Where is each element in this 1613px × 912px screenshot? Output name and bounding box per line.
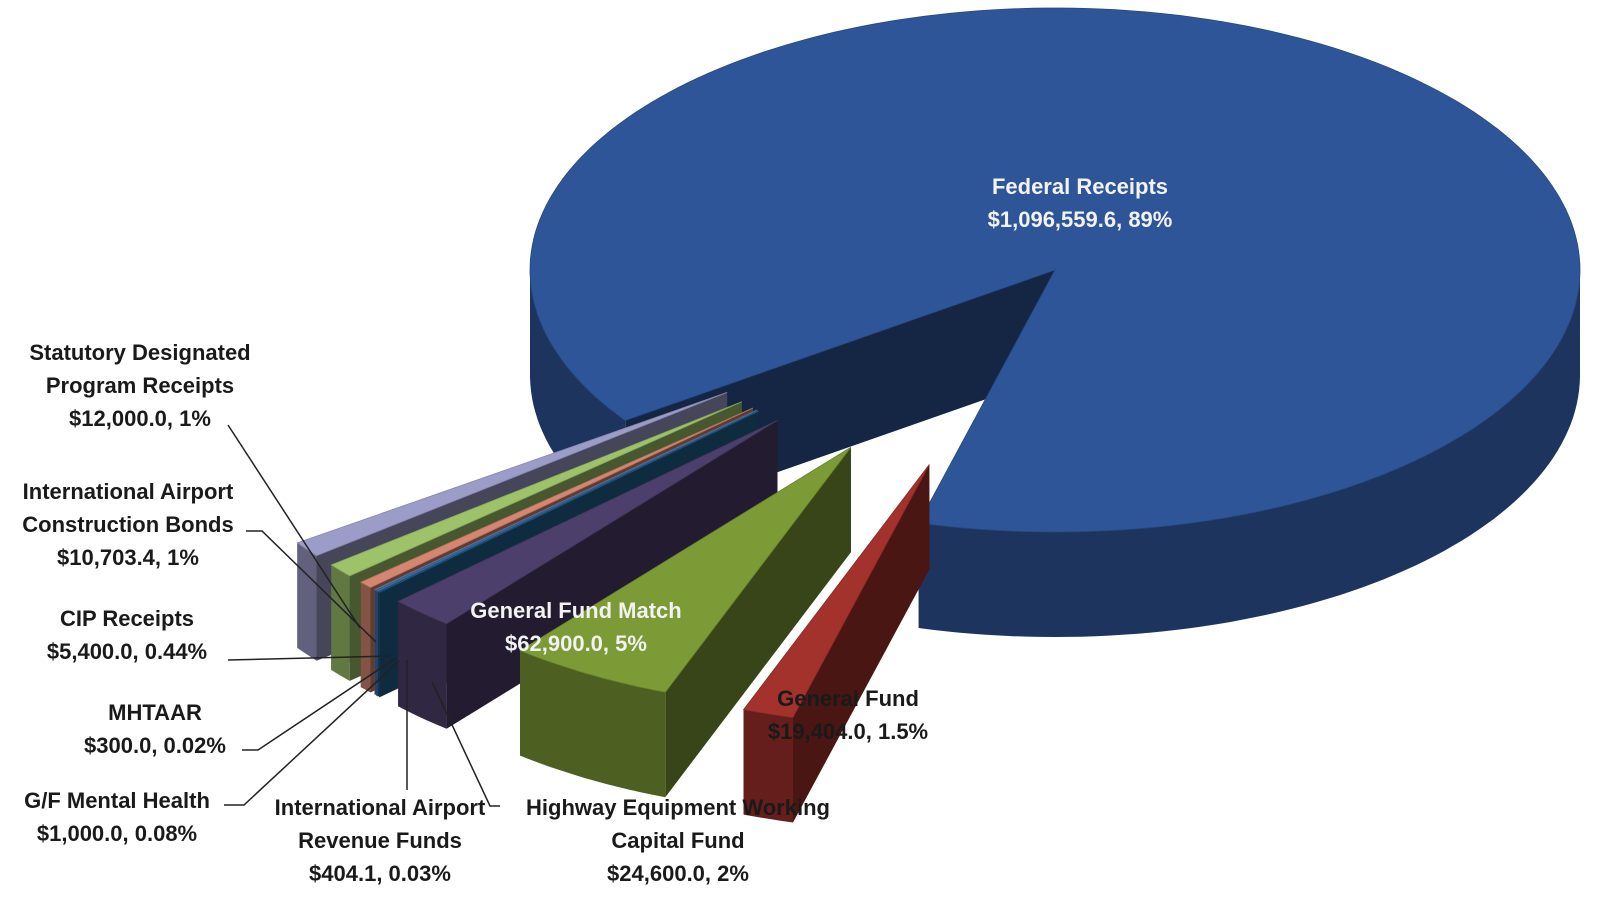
data-label: General Fund $19,404.0, 1.5% xyxy=(718,682,978,748)
slice xyxy=(529,7,1581,533)
data-label: Federal Receipts $1,096,559.6, 89% xyxy=(930,170,1230,236)
data-label: Statutory Designated Program Receipts $12… xyxy=(5,336,275,435)
value-label: $300.0, 0.02% xyxy=(84,733,226,758)
slice-side xyxy=(918,271,1580,637)
slice-side xyxy=(520,650,666,798)
leader-line xyxy=(224,660,400,806)
slice xyxy=(359,407,754,588)
category-label: General Fund Match xyxy=(470,598,682,623)
value-label: $62,900.0, 5% xyxy=(505,631,647,656)
slice-side xyxy=(398,420,778,707)
value-label: $1,000.0, 0.08% xyxy=(36,821,198,846)
slice xyxy=(742,464,930,718)
slice-side xyxy=(297,542,317,661)
value-label: $5,400.0, 0.44% xyxy=(46,639,208,664)
category-label: Statutory Designated Program Receipts xyxy=(29,340,251,398)
leader-line xyxy=(246,530,377,643)
category-label: General Fund xyxy=(777,686,919,711)
slice-side xyxy=(378,591,380,698)
category-label: CIP Receipts xyxy=(59,606,195,631)
slice-side xyxy=(360,582,371,693)
value-label: $404.1, 0.03% xyxy=(309,861,451,886)
data-label: International Airport Revenue Funds $404.… xyxy=(255,791,505,890)
category-label: G/F Mental Health xyxy=(24,788,210,813)
data-label: MHTAAR $300.0, 0.02% xyxy=(55,696,255,762)
slice xyxy=(519,446,852,693)
category-label: International Airport Revenue Funds xyxy=(274,795,486,853)
data-label: G/F Mental Health $1,000.0, 0.08% xyxy=(0,784,242,850)
category-label: MHTAAR xyxy=(108,700,202,725)
leader-line xyxy=(227,424,361,629)
slice xyxy=(330,401,742,577)
slice-side xyxy=(331,564,350,681)
slice xyxy=(374,409,758,591)
slice-side xyxy=(398,601,447,729)
value-label: $1,096,559.6, 89% xyxy=(987,207,1173,232)
data-label: CIP Receipts $5,400.0, 0.44% xyxy=(17,602,237,668)
slice xyxy=(296,392,728,557)
category-label: Federal Receipts xyxy=(991,174,1169,199)
value-label: $19,404.0, 1.5% xyxy=(767,719,929,744)
value-label: $10,703.4, 1% xyxy=(57,545,199,570)
value-label: $12,000.0, 1% xyxy=(69,406,211,431)
data-label: General Fund Match $62,900.0, 5% xyxy=(426,594,726,660)
data-label: International Airport Construction Bonds… xyxy=(3,475,253,574)
category-label: International Airport Construction Bonds xyxy=(22,479,234,537)
leader-line xyxy=(242,657,397,751)
leader-line xyxy=(227,655,391,661)
category-label: Highway Equipment Working Capital Fund xyxy=(526,795,830,853)
value-label: $24,600.0, 2% xyxy=(607,861,749,886)
leader-line xyxy=(431,681,500,807)
slice-side xyxy=(743,709,793,823)
slice-side xyxy=(374,589,376,695)
slice xyxy=(375,410,759,592)
slice xyxy=(377,410,760,593)
slice xyxy=(397,419,778,625)
data-label: Highway Equipment Working Capital Fund $2… xyxy=(498,791,858,890)
